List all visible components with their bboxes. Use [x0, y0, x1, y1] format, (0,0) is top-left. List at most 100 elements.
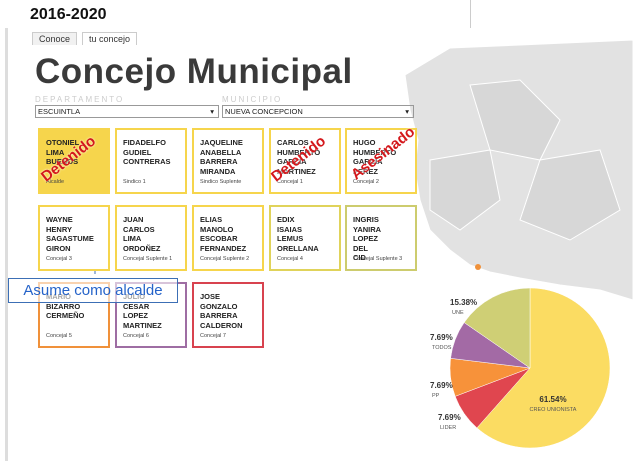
member-role: Concejal 2	[353, 178, 379, 185]
value-label: 7.69%	[438, 413, 461, 422]
name-line: YANIRA	[353, 224, 382, 234]
member-card: HUGO HUMBERTO GARCIA PEREZ Concejal 2	[345, 128, 417, 194]
category-label: CREO UNIONISTA	[530, 407, 577, 413]
name-line: ANABELLA	[200, 147, 242, 157]
member-role: Concejal 5	[46, 332, 72, 339]
pie-slice	[463, 287, 531, 369]
filter-label: DEPARTAMENTO	[35, 95, 125, 104]
divider	[470, 0, 471, 28]
member-card: EDIX ISAIAS LEMUS ORELLANA Concejal 4	[269, 205, 341, 271]
name-line: ORELLANA	[277, 243, 319, 253]
name-line: JUAN	[123, 215, 144, 224]
name-line: GUDIEL	[123, 147, 152, 157]
name-line: JOSE	[200, 292, 221, 301]
name-line: FIDADELFO	[123, 138, 166, 147]
name-line: CESAR	[123, 301, 150, 311]
name-line: CARLOS	[123, 224, 155, 234]
name-line: ELIAS	[200, 215, 223, 224]
member-name: JAQUELINE ANABELLA BARRERA MIRANDA	[200, 138, 262, 176]
name-line: MIRANDA	[200, 166, 236, 176]
member-role: Concejal 6	[123, 332, 149, 339]
filter-label: MUNICIPIO	[222, 95, 283, 104]
category-label: TODOS	[432, 345, 452, 351]
member-role: Sindico 1	[123, 178, 146, 185]
member-name: CARLOS HUMBERTO GARCIA MARTINEZ	[277, 138, 339, 176]
member-name: FIDADELFO GUDIEL CONTRERAS	[123, 138, 185, 167]
value-label: 7.69%	[430, 381, 453, 390]
map	[404, 39, 633, 301]
callout: Asume como alcalde	[8, 278, 178, 303]
member-name: HUGO HUMBERTO GARCIA PEREZ	[353, 138, 415, 176]
name-line: LIMA	[123, 234, 142, 243]
category-label: LIDER	[440, 425, 456, 431]
member-name: JUAN CARLOS LIMA ORDOÑEZ	[123, 215, 185, 253]
name-line: BUENOS	[46, 157, 79, 166]
name-line: CALDERON	[200, 320, 243, 330]
category-label: PP	[432, 393, 440, 399]
member-name: OTONIEL LIMA BUENOS	[46, 138, 108, 167]
header-title: 2016-2020	[30, 6, 107, 23]
select[interactable]: NUEVA CONCEPCION	[222, 105, 414, 118]
member-role: Alcalde	[46, 178, 65, 185]
value-label: 61.54%	[539, 395, 566, 404]
member-card: JUAN CARLOS LIMA ORDOÑEZ Concejal Suplente 1	[115, 205, 187, 271]
name-line: MARTINEZ	[277, 166, 316, 176]
name-line: GONZALO	[200, 301, 238, 311]
name-line: MANOLO	[200, 224, 234, 234]
member-card: INGRIS YANIRA LOPEZ DEL CID Concejal Suplente…	[345, 205, 417, 271]
name-line: SAGASTUME	[46, 234, 94, 243]
member-name: INGRIS YANIRA LOPEZ DEL CID	[353, 215, 415, 263]
member-card: JAQUELINE ANABELLA BARRERA MIRANDA Sindico S…	[192, 128, 264, 194]
name-line: ORDOÑEZ	[123, 243, 161, 253]
member-name: WAYNE HENRY SAGASTUME GIRON	[46, 215, 108, 253]
name-line: CONTRERAS	[123, 157, 171, 166]
name-line: MARTINEZ	[123, 320, 162, 330]
name-line: BIZARRO	[46, 301, 81, 311]
name-line: CID	[353, 253, 366, 262]
name-line: HUMBERTO	[277, 147, 321, 157]
member-role: Concejal Suplente 3	[353, 255, 403, 262]
member-role: Concejal 1	[277, 178, 303, 185]
name-line: HUGO	[353, 138, 376, 147]
member-role: Concejal Suplente 2	[200, 255, 250, 262]
select[interactable]: ESCUINTLA	[35, 105, 219, 118]
map-marker	[475, 264, 481, 270]
name-line: LOPEZ	[123, 311, 149, 320]
name-line: BARRERA	[200, 311, 238, 320]
name-line: INGRIS	[353, 215, 379, 224]
member-role: Concejal 3	[46, 255, 72, 262]
value-label: 7.69%	[430, 333, 453, 342]
member-role: Sindico Suplente	[200, 178, 242, 185]
name-line: ESCOBAR	[200, 234, 238, 243]
member-card: CARLOS HUMBERTO GARCIA MARTINEZ Concejal 1	[269, 128, 341, 194]
member-card: OTONIEL LIMA BUENOS Alcalde	[38, 128, 110, 194]
name-line: DEL	[353, 243, 368, 253]
category-label: UNE	[452, 310, 464, 316]
member-name: EDIX ISAIAS LEMUS ORELLANA	[277, 215, 339, 253]
value-label: 15.38%	[450, 298, 477, 307]
name-line: HUMBERTO	[353, 147, 397, 157]
name-line: JAQUELINE	[200, 138, 243, 147]
tab[interactable]: tu concejo	[82, 32, 138, 45]
name-line: GARCIA	[353, 157, 383, 166]
page-title: Concejo Municipal	[35, 52, 353, 91]
member-role: Concejal Suplente 1	[123, 255, 173, 262]
tab[interactable]: Conoce	[32, 32, 78, 45]
member-role: Concejal 4	[277, 255, 303, 262]
name-line: WAYNE	[46, 215, 73, 224]
name-line: GIRON	[46, 243, 71, 253]
member-card: WAYNE HENRY SAGASTUME GIRON Concejal 3	[38, 205, 110, 271]
name-line: HENRY	[46, 224, 72, 234]
name-line: EDIX	[277, 215, 295, 224]
member-card: ELIAS MANOLO ESCOBAR FERNANDEZ Concejal Supl…	[192, 205, 264, 271]
member-name: JOSE GONZALO BARRERA CALDERON	[200, 292, 262, 330]
member-card: JOSE GONZALO BARRERA CALDERON Concejal 7	[192, 282, 264, 348]
name-line: OTONIEL	[46, 138, 80, 147]
name-line: LEMUS	[277, 234, 304, 243]
name-line: CERMEÑO	[46, 311, 85, 320]
member-name: ELIAS MANOLO ESCOBAR FERNANDEZ	[200, 215, 262, 253]
name-line: LOPEZ	[353, 234, 379, 243]
name-line: ISAIAS	[277, 224, 303, 234]
